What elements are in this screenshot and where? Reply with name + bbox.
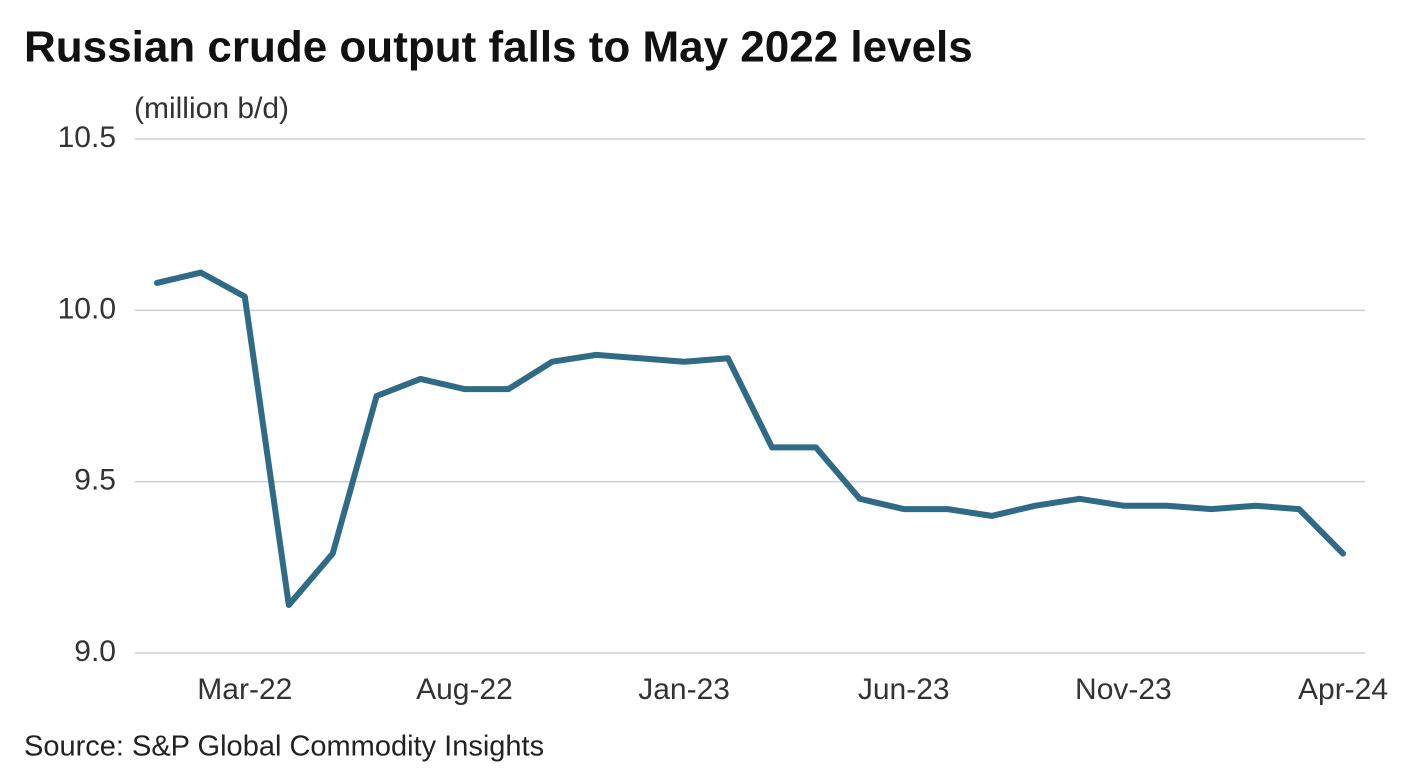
chart-title: Russian crude output falls to May 2022 l…: [24, 23, 973, 72]
y-tick-label: 9.0: [74, 635, 116, 668]
y-tick-label: 9.5: [74, 464, 116, 497]
x-tick-label: Jun-23: [858, 673, 950, 706]
x-tick-label: Apr-24: [1298, 673, 1388, 706]
x-tick-label: Aug-22: [416, 673, 513, 706]
x-tick-label: Nov-23: [1075, 673, 1172, 706]
y-tick-label: 10.5: [58, 121, 116, 154]
data-line: [154, 269, 1346, 608]
y-tick-label: 10.0: [58, 292, 116, 325]
x-tick-label: Jan-23: [638, 673, 730, 706]
y-axis-label: (million b/d): [134, 92, 289, 125]
source: Source: S&P Global Commodity Insights: [24, 731, 544, 763]
x-tick-label: Mar-22: [197, 673, 292, 706]
